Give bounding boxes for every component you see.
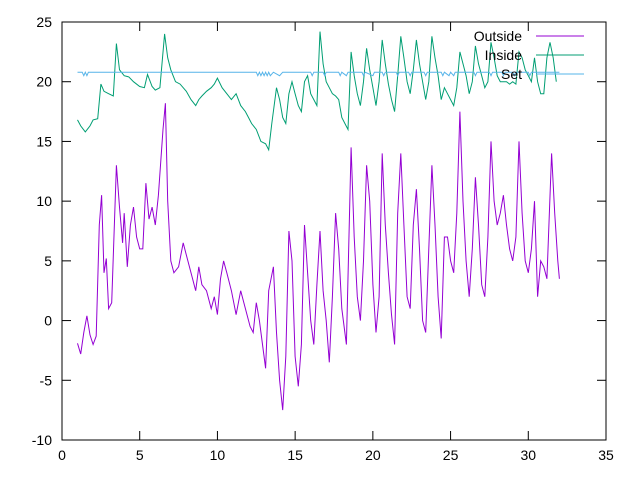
x-tick-label: 25 xyxy=(443,447,459,463)
x-tick-label: 5 xyxy=(136,447,144,463)
x-tick-label: 30 xyxy=(520,447,536,463)
plot-frame xyxy=(61,21,607,441)
legend-label-set: Set xyxy=(501,66,522,82)
y-tick-label: 10 xyxy=(36,193,52,209)
x-tick-label: 15 xyxy=(287,447,303,463)
legend-label-outside: Outside xyxy=(474,28,522,44)
series-set-line xyxy=(77,70,560,77)
series-inside-line xyxy=(77,31,557,152)
legend-label-inside: Inside xyxy=(485,47,523,63)
x-tick-label: 35 xyxy=(598,447,614,463)
axis-ticks xyxy=(61,21,607,441)
series-outside-line xyxy=(77,103,560,411)
y-tick-label: 0 xyxy=(44,313,52,329)
legend: Outside Inside Set xyxy=(474,28,584,82)
x-tick-label: 20 xyxy=(365,447,381,463)
y-tick-label: 20 xyxy=(36,74,52,90)
x-tick-label: 0 xyxy=(58,447,66,463)
axis-tick-labels: 0 5 10 15 20 25 30 35 -10 -5 0 5 10 15 20 25 xyxy=(32,14,614,463)
y-tick-label: 25 xyxy=(36,14,52,30)
series-lines xyxy=(77,31,560,411)
y-tick-label: 15 xyxy=(36,133,52,149)
y-tick-label: 5 xyxy=(44,253,52,269)
y-tick-label: -10 xyxy=(32,432,52,448)
x-tick-label: 10 xyxy=(210,447,226,463)
y-tick-label: -5 xyxy=(40,372,53,388)
